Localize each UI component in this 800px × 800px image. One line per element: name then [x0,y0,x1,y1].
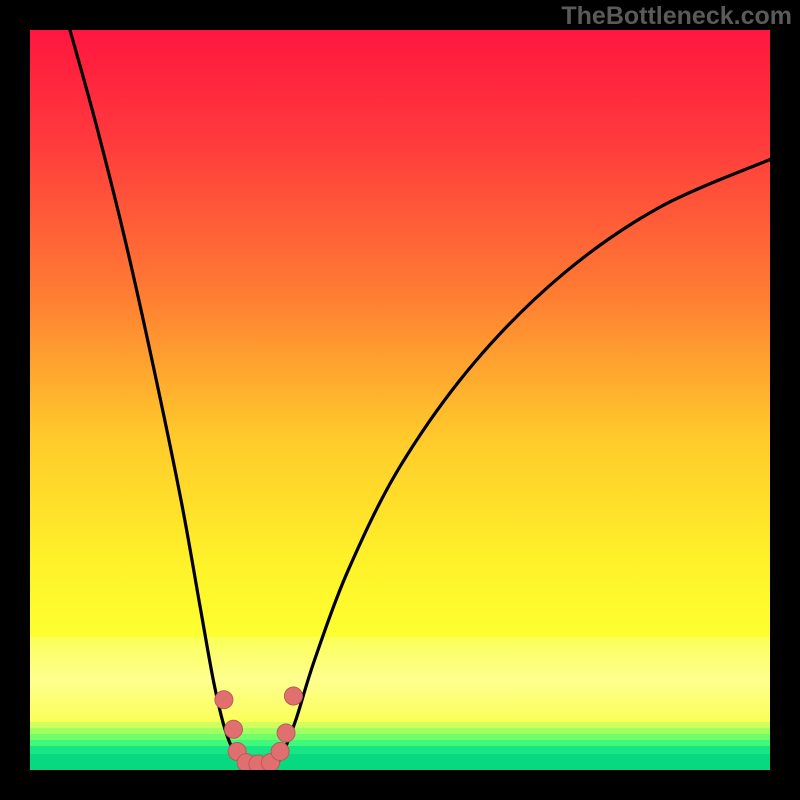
watermark-text: TheBottleneck.com [561,2,792,31]
marker-group [215,687,303,770]
marker-point [215,691,233,709]
curve-path [70,30,770,764]
marker-point [284,687,302,705]
marker-point [225,720,243,738]
marker-point [277,724,295,742]
bottleneck-curve [30,30,770,770]
plot-area [30,30,770,770]
marker-point [271,743,289,761]
